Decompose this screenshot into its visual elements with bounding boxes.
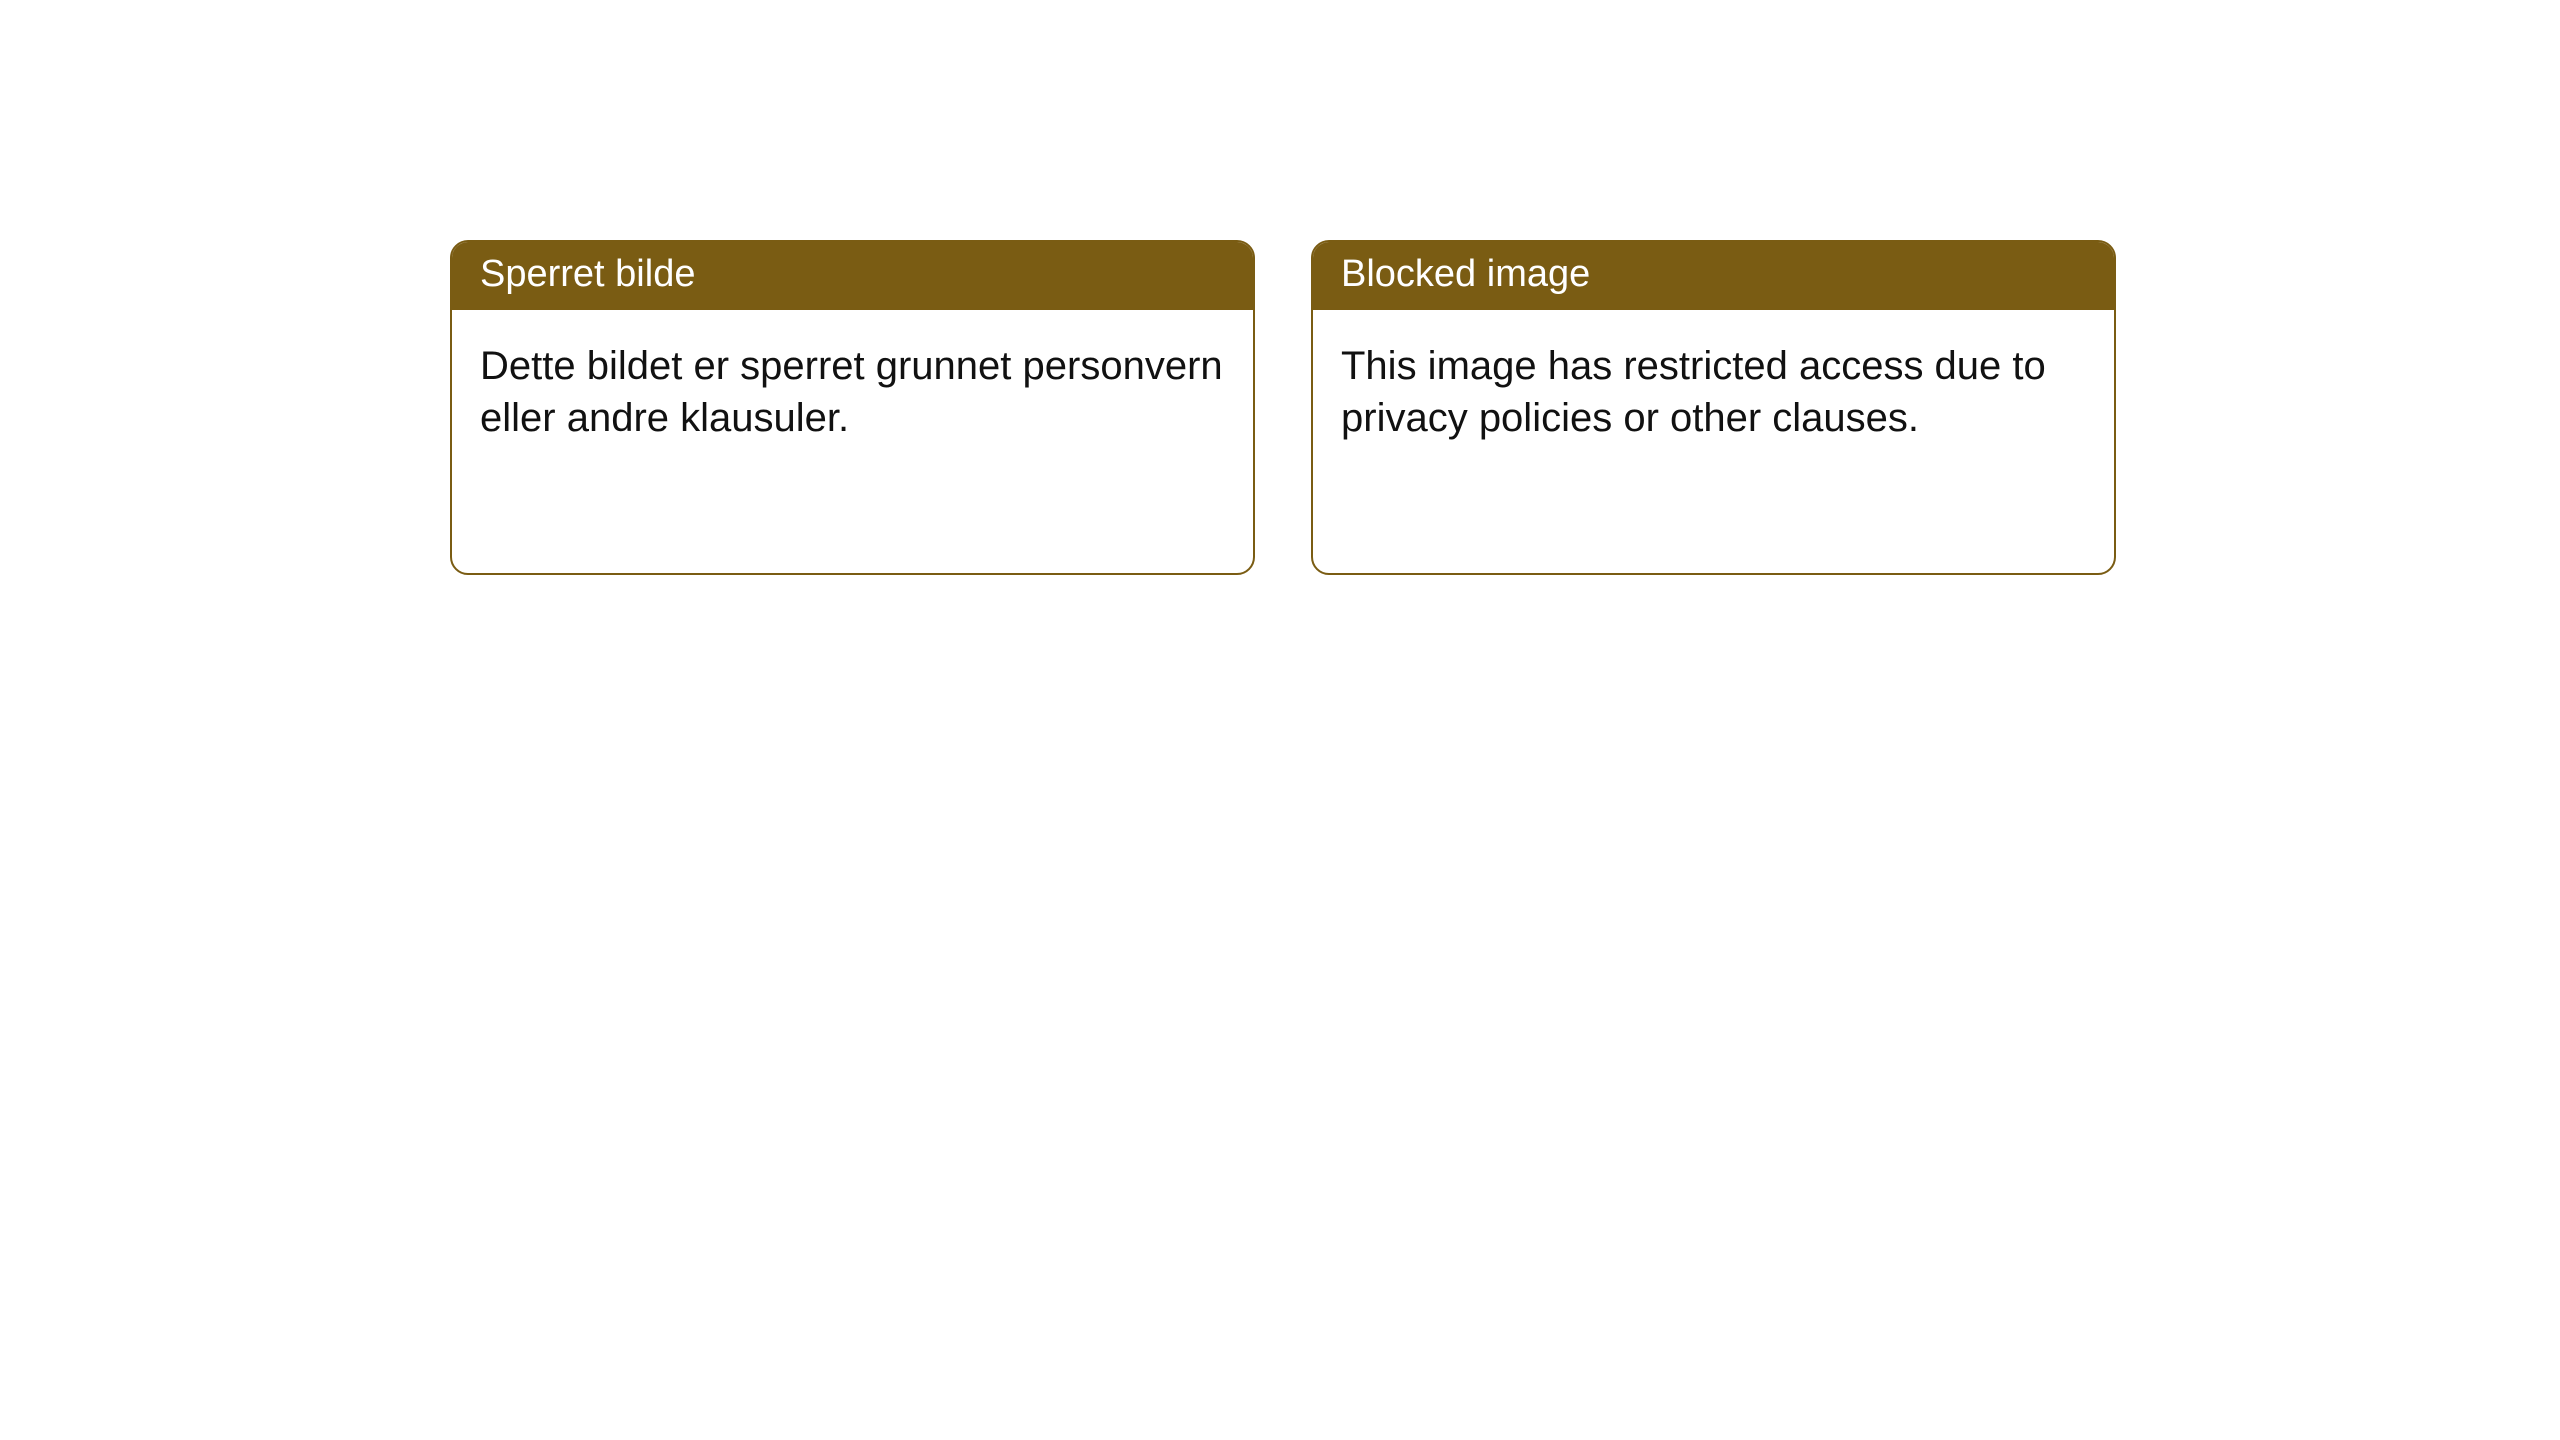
- notice-header: Sperret bilde: [452, 242, 1253, 310]
- notice-body: This image has restricted access due to …: [1313, 310, 2114, 474]
- notice-header: Blocked image: [1313, 242, 2114, 310]
- notice-container: Sperret bilde Dette bildet er sperret gr…: [0, 0, 2560, 575]
- notice-body: Dette bildet er sperret grunnet personve…: [452, 310, 1253, 474]
- notice-card-english: Blocked image This image has restricted …: [1311, 240, 2116, 575]
- notice-card-norwegian: Sperret bilde Dette bildet er sperret gr…: [450, 240, 1255, 575]
